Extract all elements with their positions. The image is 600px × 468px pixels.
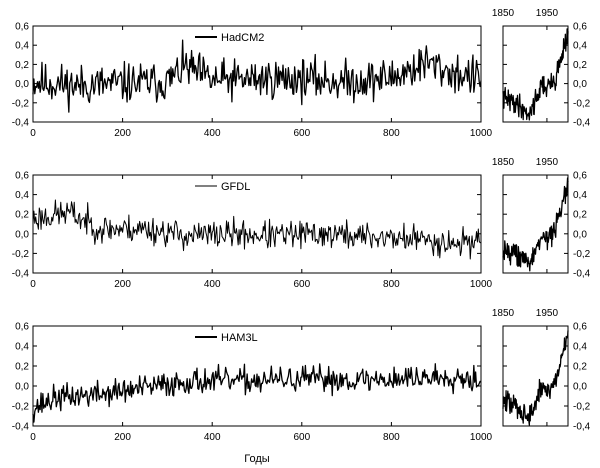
y-tick-label: 0,4: [573, 342, 587, 353]
y-tick-label: -0,4: [573, 422, 591, 433]
main-panel-2: -0,4 -0,2 0,0 0,2 0,4 0,6 0 200 400 600 800 1000 HAM…: [12, 322, 493, 444]
x-tick-label: 1850: [492, 8, 515, 19]
y-tick-label: -0,4: [573, 269, 591, 280]
inset-panel-3: -0,4 -0,2 0,0 0,2 0,4 0,6 1850 1950: [492, 8, 591, 129]
y-tick-label: -0,2: [12, 249, 30, 260]
x-tick-label: 200: [114, 432, 131, 443]
y-tick-label: 0,6: [573, 171, 587, 182]
y-tick-label: 0,6: [15, 322, 29, 333]
x-tick-label: 600: [293, 128, 310, 139]
x-tick-label: 1950: [536, 308, 559, 319]
series-line: [32, 363, 482, 423]
x-tick-label: 1000: [470, 128, 493, 139]
y-tick-label: 0,0: [15, 79, 29, 90]
x-tick-label: 1850: [492, 157, 515, 168]
x-tick-label: 0: [30, 128, 36, 139]
y-tick-label: 0,2: [15, 210, 29, 221]
y-tick-label: -0,2: [573, 402, 591, 413]
y-tick-label: -0,4: [12, 422, 30, 433]
series-line: [32, 39, 482, 113]
y-tick-label: -0,4: [12, 118, 30, 129]
y-tick-label: -0,2: [573, 98, 591, 109]
plot-frame: [32, 25, 482, 123]
inset-panel-5: -0,4 -0,2 0,0 0,2 0,4 0,6 1850 1950: [492, 308, 591, 433]
x-tick-label: 0: [30, 279, 36, 290]
main-panel-0: -0,4 -0,2 0,0 0,2 0,4 0,6 0 200 400 600 800 1000 Had…: [12, 22, 493, 140]
y-tick-label: 0,6: [573, 22, 587, 33]
x-tick-label: 800: [383, 432, 400, 443]
inset-panel-4: -0,4 -0,2 0,0 0,2 0,4 0,6 1850 1950: [492, 157, 591, 280]
y-tick-label: 0,4: [573, 41, 587, 52]
x-tick-label: 0: [30, 432, 36, 443]
y-tick-label: 0,4: [15, 190, 29, 201]
y-tick-label: 0,0: [573, 229, 587, 240]
x-tick-label: 400: [204, 128, 221, 139]
series-line: [502, 28, 569, 121]
x-tick-label: 600: [293, 279, 310, 290]
y-tick-label: 0,4: [15, 41, 29, 52]
legend-label: HadCM2: [221, 32, 264, 44]
x-tick-label: 200: [114, 128, 131, 139]
x-tick-label: 200: [114, 279, 131, 290]
plot-frame: [502, 25, 569, 123]
y-tick-label: 0,4: [15, 342, 29, 353]
x-tick-label: 800: [383, 128, 400, 139]
y-tick-label: 0,0: [573, 382, 587, 393]
y-tick-label: -0,2: [12, 98, 30, 109]
y-tick-label: 0,6: [573, 322, 587, 333]
y-tick-label: 0,2: [573, 60, 587, 71]
y-tick-label: -0,2: [12, 402, 30, 413]
y-tick-label: 0,4: [573, 190, 587, 201]
plot-frame: [32, 174, 482, 274]
y-tick-label: -0,4: [573, 118, 591, 129]
plot-frame: [32, 325, 482, 427]
main-panel-1: -0,4 -0,2 0,0 0,2 0,4 0,6 0 200 400 600 800 1000 GFD…: [12, 171, 493, 291]
y-tick-label: 0,2: [15, 362, 29, 373]
plot-frame: [502, 174, 569, 274]
legend-label: GFDL: [221, 181, 250, 193]
y-tick-label: 0,6: [15, 171, 29, 182]
x-axis-label: Годы: [244, 453, 270, 465]
x-tick-label: 800: [383, 279, 400, 290]
y-tick-label: 0,2: [573, 362, 587, 373]
y-tick-label: 0,2: [573, 210, 587, 221]
y-tick-label: 0,0: [15, 382, 29, 393]
x-tick-label: 600: [293, 432, 310, 443]
legend-label: HAM3L: [221, 332, 258, 344]
x-tick-label: 400: [204, 279, 221, 290]
x-tick-label: 1000: [470, 279, 493, 290]
x-tick-label: 1000: [470, 432, 493, 443]
x-tick-label: 1850: [492, 308, 515, 319]
x-tick-label: 400: [204, 432, 221, 443]
x-tick-label: 1950: [536, 8, 559, 19]
y-tick-label: 0,0: [573, 79, 587, 90]
series-line: [502, 330, 569, 426]
y-tick-label: -0,4: [12, 269, 30, 280]
series-line: [502, 177, 569, 272]
y-tick-label: 0,6: [15, 22, 29, 33]
y-tick-label: -0,2: [573, 249, 591, 260]
y-tick-label: 0,0: [15, 229, 29, 240]
y-tick-label: 0,2: [15, 60, 29, 71]
plot-frame: [502, 325, 569, 427]
x-tick-label: 1950: [536, 157, 559, 168]
series-line: [32, 199, 482, 260]
